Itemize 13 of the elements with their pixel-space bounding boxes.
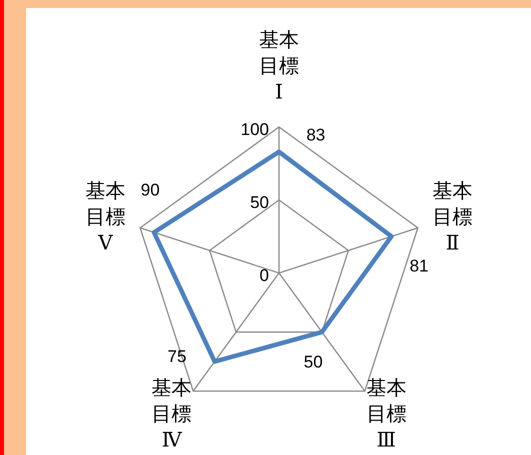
y-tick-label: 100 (240, 120, 269, 139)
spoke-label: 基本目標Ⅲ (366, 376, 406, 452)
spoke-label: 基本目標Ⅰ (259, 28, 299, 104)
data-label: 83 (306, 126, 326, 145)
y-tick-label: 0 (260, 266, 269, 285)
spoke-label: 基本目標Ⅱ (432, 178, 473, 255)
data-label: 50 (304, 352, 323, 372)
spoke-label: 基本目標Ⅴ (85, 178, 126, 255)
spoke-label: 基本目標Ⅳ (152, 376, 192, 452)
data-label: 81 (410, 256, 429, 276)
data-label: 90 (140, 180, 160, 200)
data-label: 75 (167, 346, 186, 366)
y-tick-label: 50 (250, 193, 269, 212)
